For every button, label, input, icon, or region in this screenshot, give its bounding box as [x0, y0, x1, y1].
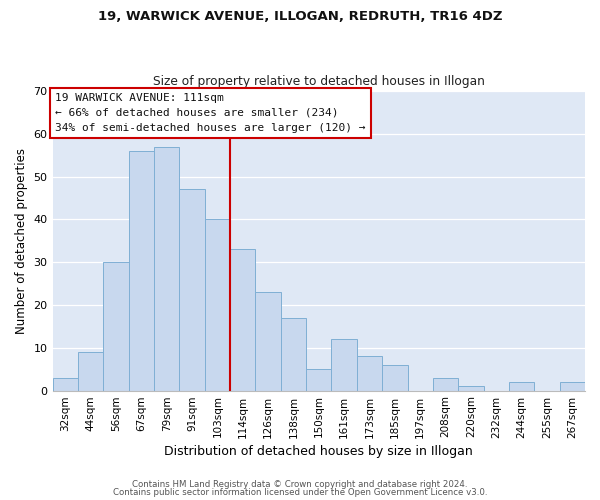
- Bar: [154, 146, 179, 390]
- Bar: [357, 356, 382, 390]
- Bar: [281, 318, 306, 390]
- Title: Size of property relative to detached houses in Illogan: Size of property relative to detached ho…: [153, 76, 485, 88]
- Bar: [458, 386, 484, 390]
- Bar: [230, 250, 256, 390]
- Y-axis label: Number of detached properties: Number of detached properties: [15, 148, 28, 334]
- Text: Contains public sector information licensed under the Open Government Licence v3: Contains public sector information licen…: [113, 488, 487, 497]
- Bar: [179, 190, 205, 390]
- Bar: [382, 365, 407, 390]
- Text: 19 WARWICK AVENUE: 111sqm
← 66% of detached houses are smaller (234)
34% of semi: 19 WARWICK AVENUE: 111sqm ← 66% of detac…: [55, 92, 366, 133]
- Text: Contains HM Land Registry data © Crown copyright and database right 2024.: Contains HM Land Registry data © Crown c…: [132, 480, 468, 489]
- X-axis label: Distribution of detached houses by size in Illogan: Distribution of detached houses by size …: [164, 444, 473, 458]
- Bar: [509, 382, 534, 390]
- Bar: [433, 378, 458, 390]
- Bar: [128, 151, 154, 390]
- Bar: [306, 369, 331, 390]
- Bar: [256, 292, 281, 390]
- Bar: [331, 339, 357, 390]
- Bar: [205, 220, 230, 390]
- Bar: [78, 352, 103, 391]
- Bar: [53, 378, 78, 390]
- Bar: [560, 382, 585, 390]
- Text: 19, WARWICK AVENUE, ILLOGAN, REDRUTH, TR16 4DZ: 19, WARWICK AVENUE, ILLOGAN, REDRUTH, TR…: [98, 10, 502, 23]
- Bar: [103, 262, 128, 390]
